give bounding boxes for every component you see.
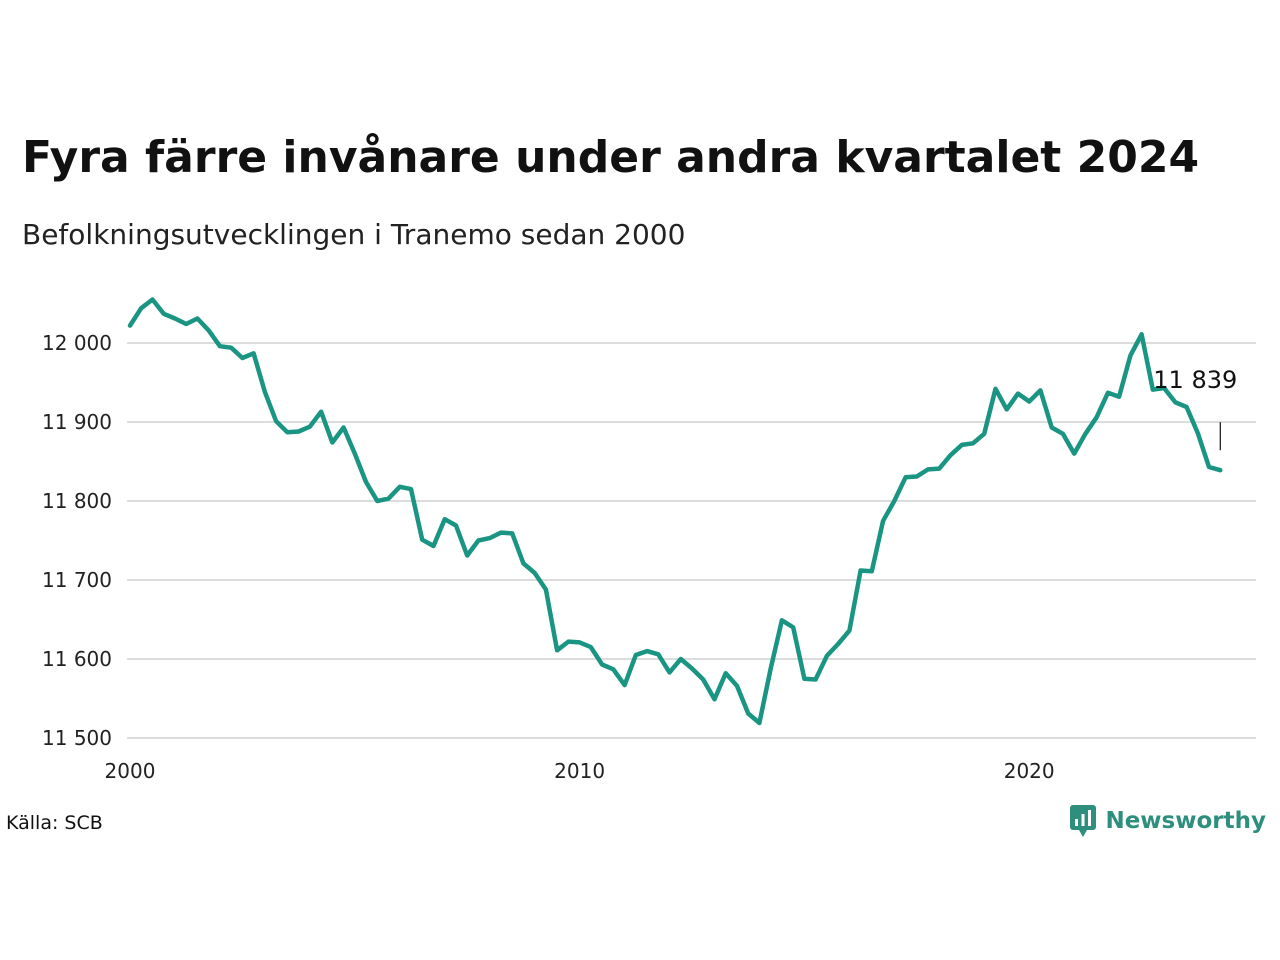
y-tick-label-11900: 11 900 <box>42 410 112 434</box>
gridlines <box>127 342 1256 739</box>
annotation-label: 11 839 <box>1153 366 1237 394</box>
annotation-group: 11 839 <box>1153 366 1237 451</box>
y-tick-label-11700: 11 700 <box>42 568 112 592</box>
y-tick-label-11800: 11 800 <box>42 489 112 513</box>
brand-name: Newsworthy <box>1105 808 1266 834</box>
source-note: Källa: SCB <box>6 812 103 834</box>
brand-logo: Newsworthy <box>1069 804 1266 838</box>
x-tick-label-2000: 2000 <box>105 759 156 783</box>
x-tick-label-2020: 2020 <box>1004 759 1055 783</box>
y-axis-tick-labels: 11 500 11 600 11 700 11 800 11 900 12 000 <box>42 331 112 750</box>
series-line-0 <box>127 297 1223 726</box>
series-group <box>127 297 1223 726</box>
y-tick-label-11600: 11 600 <box>42 647 112 671</box>
y-tick-label-11500: 11 500 <box>42 726 112 750</box>
newsworthy-logo-icon <box>1070 805 1097 837</box>
y-tick-label-12000: 12 000 <box>42 331 112 355</box>
chart-title: Fyra färre invånare under andra kvartale… <box>22 132 1200 183</box>
chart-subtitle: Befolkningsutvecklingen i Tranemo sedan … <box>22 218 686 251</box>
x-axis-tick-labels: 2000 2010 2020 <box>105 759 1055 783</box>
x-tick-label-2010: 2010 <box>554 759 605 783</box>
